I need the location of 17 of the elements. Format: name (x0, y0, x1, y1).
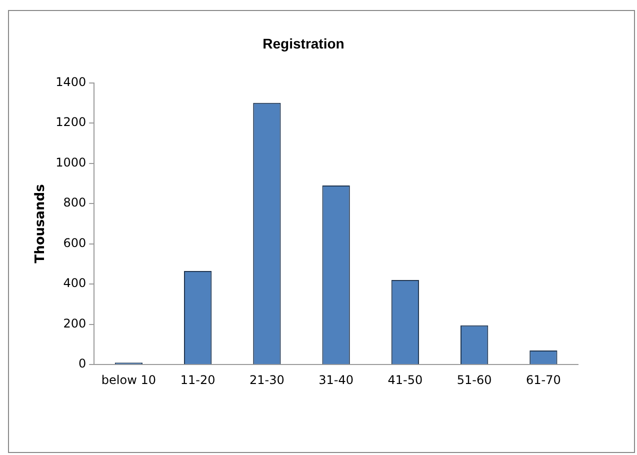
y-tick-label: 800 (63, 196, 86, 210)
x-tick-label: below 10 (101, 372, 156, 387)
x-tick-label: 31-40 (318, 372, 354, 387)
x-tick-label: 21-30 (250, 372, 284, 387)
x-tick-label: 11-20 (180, 372, 216, 387)
x-tick-label: 41-50 (388, 372, 423, 387)
y-tick-label: 400 (63, 276, 86, 290)
chart-title: Registration (262, 35, 344, 52)
y-tick-label: 1200 (56, 115, 86, 130)
x-tick-label: 51-60 (456, 372, 492, 387)
y-tick-label: 600 (63, 236, 86, 250)
y-tick-label: 200 (63, 316, 86, 330)
y-tick-label: 1000 (56, 155, 86, 170)
y-axis-title: Thousands (33, 184, 48, 264)
x-tick-label: 61-70 (526, 372, 561, 387)
y-tick-label: 0 (78, 356, 86, 371)
y-tick-label: 1400 (56, 74, 86, 89)
